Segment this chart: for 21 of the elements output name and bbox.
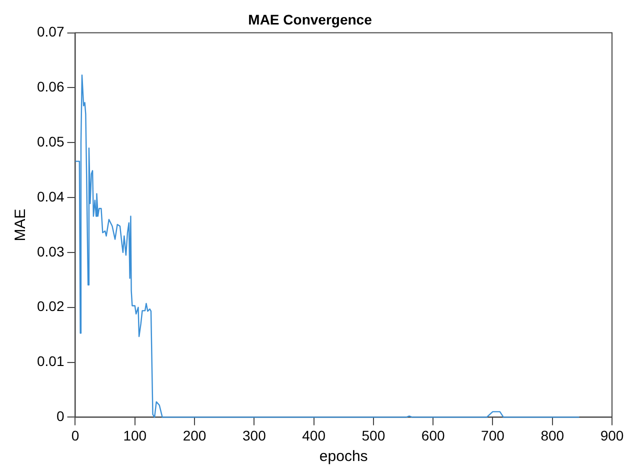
y-tick-label: 0.04 [37, 188, 64, 204]
x-tick-label: 100 [123, 427, 147, 444]
x-tick-label: 400 [302, 427, 326, 444]
y-tick-label: 0 [56, 408, 64, 424]
y-tick-label: 0.06 [37, 78, 64, 95]
x-tick-label: 800 [540, 427, 564, 444]
x-tick-label: 200 [182, 427, 206, 444]
y-tick-label: 0.05 [37, 133, 64, 150]
x-tick-label: 900 [600, 427, 624, 444]
x-axis-title: epochs [319, 448, 368, 466]
x-tick-label: 300 [242, 427, 266, 444]
x-tick-label: 500 [362, 427, 386, 444]
x-tick-label: 700 [481, 427, 505, 444]
x-tick-label: 600 [421, 427, 445, 444]
x-tick-label: 0 [71, 427, 80, 444]
y-tick-label: 0.03 [37, 243, 64, 260]
y-tick-label: 0.02 [37, 298, 64, 314]
chart-title: MAE Convergence [248, 11, 372, 28]
y-tick-label: 0.07 [37, 24, 64, 40]
y-tick-label: 0.01 [37, 353, 64, 370]
y-axis-title: MAE [12, 208, 30, 242]
